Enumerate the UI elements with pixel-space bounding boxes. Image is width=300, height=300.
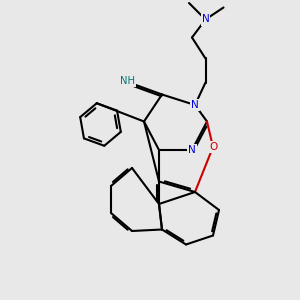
Text: N: N [202,14,209,25]
Text: NH: NH [120,76,135,86]
Text: N: N [191,100,199,110]
Text: N: N [188,145,196,155]
Text: O: O [209,142,217,152]
